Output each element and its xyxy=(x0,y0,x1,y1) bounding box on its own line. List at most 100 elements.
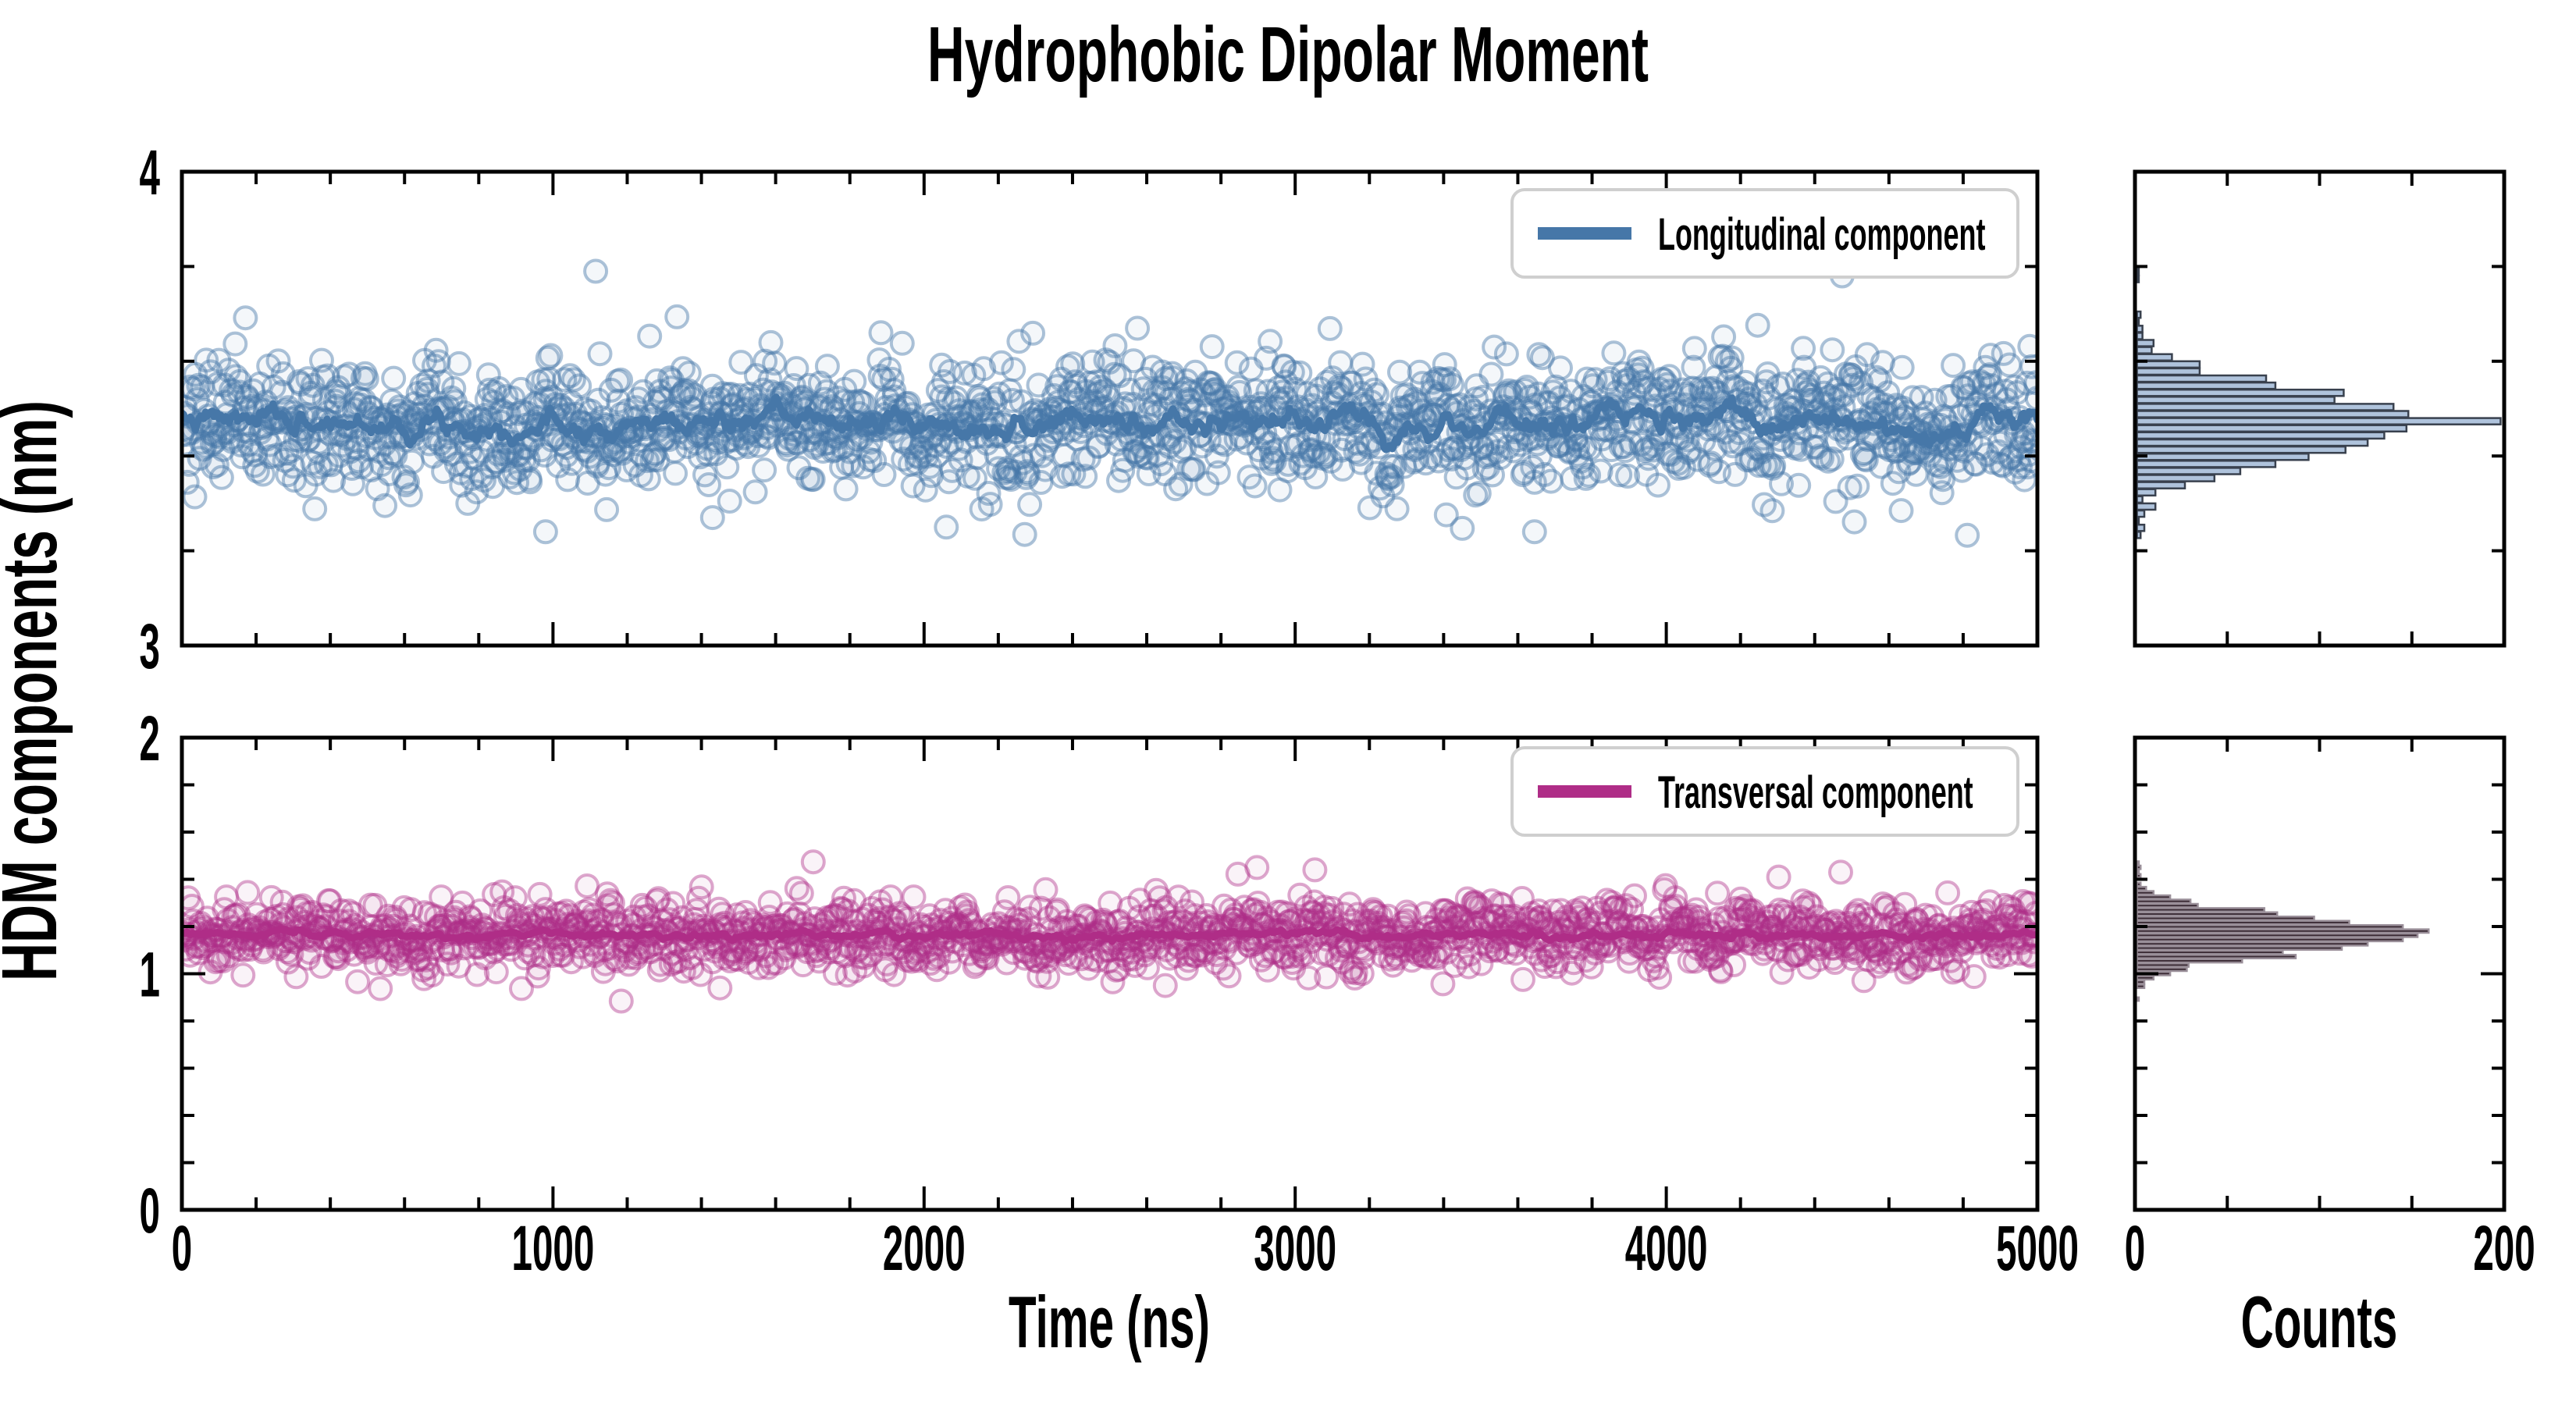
histogram-bar xyxy=(2136,996,2140,1002)
scatter-point xyxy=(1095,384,1121,410)
scatter-point xyxy=(1057,379,1083,404)
scatter-point xyxy=(309,347,334,373)
scatter-point xyxy=(670,380,696,406)
scatter-point xyxy=(517,466,543,492)
histogram-bar xyxy=(2136,531,2142,539)
scatter-point xyxy=(415,376,439,402)
scatter-point xyxy=(1001,357,1026,382)
scatter-point xyxy=(630,379,656,404)
scatter-point xyxy=(577,443,603,469)
scatter-point xyxy=(1041,382,1067,408)
histogram-bar xyxy=(2136,911,2279,917)
scatter-point xyxy=(629,442,654,468)
scatter-point xyxy=(326,375,351,400)
histogram-bar xyxy=(2136,949,2284,955)
scatter-point xyxy=(451,400,477,425)
scatter-point xyxy=(475,362,501,388)
scatter-point xyxy=(311,387,337,412)
scatter-point xyxy=(901,884,927,910)
scatter-point xyxy=(936,469,962,495)
scatter-point xyxy=(447,350,471,376)
scatter-point xyxy=(931,369,956,394)
histogram-bar xyxy=(2136,381,2277,390)
scatter-point xyxy=(866,347,892,373)
scatter-point xyxy=(471,468,496,493)
histogram-bar xyxy=(2136,919,2350,926)
scatter-point xyxy=(1010,450,1036,475)
scatter-point xyxy=(753,423,779,449)
scatter-point xyxy=(226,379,252,405)
scatter-point xyxy=(219,429,245,454)
scatter-point xyxy=(696,442,721,467)
scatter-point xyxy=(614,457,639,482)
scatter-point xyxy=(585,450,610,475)
y-tick-label: 0 xyxy=(140,1176,160,1247)
scatter-point xyxy=(343,436,369,461)
scatter-point xyxy=(318,452,343,478)
scatter-point xyxy=(1020,320,1046,346)
histogram-bar xyxy=(2136,509,2146,518)
histogram-bar xyxy=(2136,958,2243,964)
scatter-point xyxy=(297,385,323,411)
scatter-point xyxy=(831,389,857,414)
scatter-point xyxy=(507,443,532,468)
scatter-point xyxy=(313,452,339,477)
scatter-point xyxy=(222,331,248,357)
scatter-point xyxy=(457,439,483,464)
scatter-point xyxy=(242,442,268,468)
scatter-point xyxy=(1112,447,1137,473)
scatter-point xyxy=(298,380,324,406)
scatter-point xyxy=(1548,355,1573,381)
scatter-point xyxy=(856,439,881,464)
scatter-point xyxy=(1384,496,1410,521)
scatter-point xyxy=(1106,468,1131,493)
scatter-point xyxy=(358,395,382,420)
scatter-outlier-point xyxy=(699,505,725,531)
scatter-point xyxy=(506,400,532,426)
scatter-point xyxy=(182,469,200,495)
scatter-point xyxy=(713,430,738,455)
scatter-point xyxy=(315,363,340,389)
scatter-point xyxy=(347,386,372,411)
scatter-point xyxy=(528,437,553,463)
scatter-point xyxy=(727,382,753,408)
scatter-point xyxy=(830,435,856,461)
scatter-point xyxy=(572,397,598,422)
scatter-point xyxy=(956,399,982,425)
scatter-point xyxy=(628,428,653,454)
histogram-bar xyxy=(2136,962,2190,968)
scatter-point xyxy=(247,371,272,397)
scatter-point xyxy=(1711,324,1737,350)
scatter-point xyxy=(802,435,827,461)
histogram-bar xyxy=(2136,488,2157,497)
scatter-point xyxy=(454,454,479,479)
scatter-point xyxy=(332,364,358,389)
scatter-point xyxy=(1786,472,1812,498)
scatter-point xyxy=(796,372,822,398)
scatter-point xyxy=(683,430,709,456)
scatter-point xyxy=(1287,360,1313,386)
legend-label: Longitudinal component xyxy=(1658,209,1985,260)
histogram-bar xyxy=(2136,445,2347,454)
scatter-point xyxy=(775,436,801,462)
histogram-bar xyxy=(2136,346,2153,354)
scatter-point xyxy=(795,465,821,491)
scatter-point xyxy=(800,467,826,493)
scatter-point xyxy=(234,386,260,411)
scatter-point xyxy=(898,451,923,477)
scatter-point xyxy=(379,389,404,414)
scatter-point xyxy=(705,429,731,455)
scatter-point xyxy=(750,377,776,403)
scatter-point xyxy=(496,401,521,427)
scatter-point xyxy=(423,337,449,363)
scatter-point xyxy=(789,384,815,410)
scatter-point xyxy=(183,361,208,387)
scatter-point xyxy=(397,482,423,508)
scatter-point xyxy=(2022,430,2037,456)
scatter-point xyxy=(223,364,249,389)
scatter-point xyxy=(1122,439,1147,464)
scatter-point xyxy=(648,385,674,411)
scatter-point xyxy=(1076,370,1102,396)
scatter-point xyxy=(785,430,810,456)
scatter-point xyxy=(417,431,443,457)
